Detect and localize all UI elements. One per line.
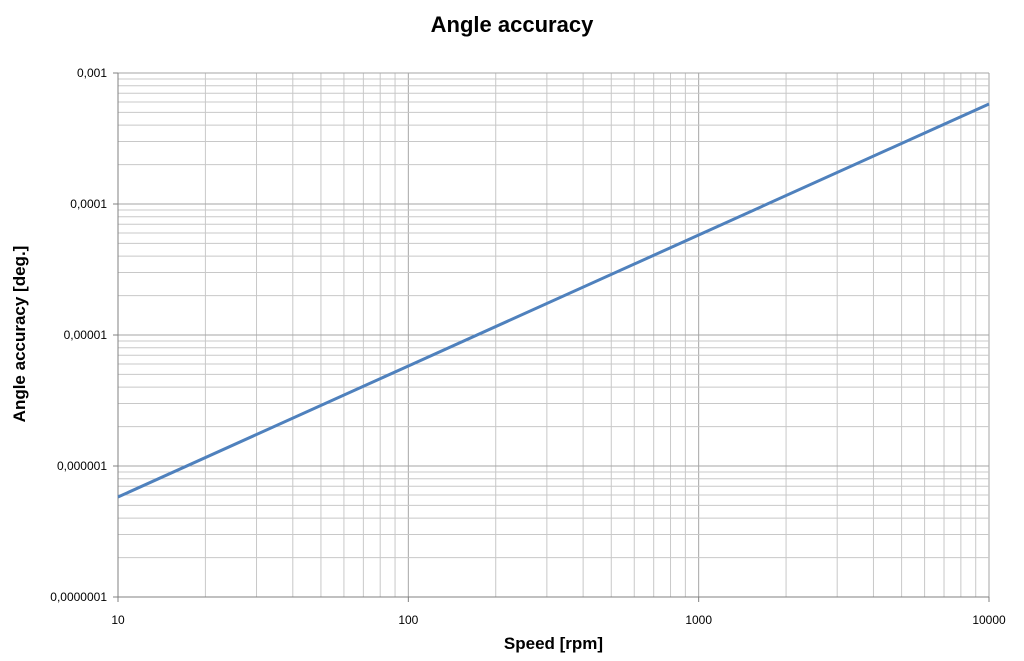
y-tick-label: 0,00001	[64, 328, 108, 342]
x-tick-label: 1000	[685, 613, 712, 627]
series-line	[117, 102, 990, 499]
y-axis-label: Angle accuracy [deg.]	[10, 245, 29, 423]
y-tick-label: 0,001	[77, 66, 107, 80]
chart-title: Angle accuracy	[430, 12, 594, 37]
y-tick-label: 0,0001	[70, 197, 107, 211]
x-axis-label: Speed [rpm]	[503, 634, 604, 653]
x-tick-label: 100	[398, 613, 418, 627]
y-tick-label: 0,0000001	[50, 590, 107, 604]
x-tick-label: 10	[111, 613, 125, 627]
x-tick-label: 10000	[972, 613, 1006, 627]
y-tick-label: 0,000001	[57, 459, 107, 473]
